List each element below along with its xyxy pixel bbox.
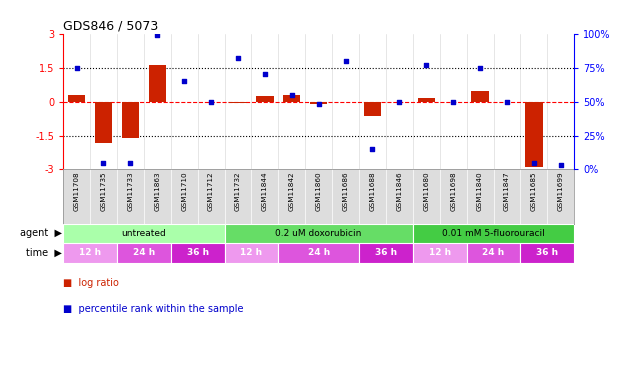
Bar — [63, 243, 117, 262]
Text: GSM11842: GSM11842 — [289, 171, 295, 211]
Point — [475, 64, 485, 70]
Text: 36 h: 36 h — [187, 248, 209, 257]
Bar — [256, 96, 274, 102]
Text: GSM11733: GSM11733 — [127, 171, 133, 211]
Point — [502, 99, 512, 105]
Bar — [466, 243, 521, 262]
Text: GSM11844: GSM11844 — [262, 171, 268, 211]
Text: 12 h: 12 h — [240, 248, 262, 257]
Bar — [148, 65, 166, 102]
Point — [71, 64, 81, 70]
Text: GSM11840: GSM11840 — [477, 171, 483, 211]
Text: 36 h: 36 h — [375, 248, 397, 257]
Text: 0.01 mM 5-fluorouracil: 0.01 mM 5-fluorouracil — [442, 229, 545, 238]
Point — [367, 146, 377, 152]
Point — [341, 58, 351, 64]
Bar — [521, 243, 574, 262]
Text: untreated: untreated — [121, 229, 166, 238]
Text: 0.2 uM doxorubicin: 0.2 uM doxorubicin — [276, 229, 362, 238]
Point — [556, 162, 566, 168]
Bar — [418, 98, 435, 102]
Point — [529, 160, 539, 166]
Text: ■  percentile rank within the sample: ■ percentile rank within the sample — [63, 304, 244, 314]
Bar — [68, 95, 85, 102]
Text: GSM11847: GSM11847 — [504, 171, 510, 211]
Point — [314, 101, 324, 107]
Text: GSM11685: GSM11685 — [531, 171, 537, 211]
Text: GSM11680: GSM11680 — [423, 171, 429, 211]
Text: time  ▶: time ▶ — [26, 248, 62, 258]
Text: GSM11710: GSM11710 — [181, 171, 187, 211]
Text: 24 h: 24 h — [307, 248, 330, 257]
Text: GSM11712: GSM11712 — [208, 171, 214, 211]
Point — [233, 55, 243, 61]
Bar — [359, 243, 413, 262]
Bar — [310, 102, 327, 104]
Point — [179, 78, 189, 84]
Bar — [225, 224, 413, 243]
Text: GSM11686: GSM11686 — [343, 171, 348, 211]
Text: GSM11732: GSM11732 — [235, 171, 241, 211]
Point — [422, 62, 432, 68]
Point — [394, 99, 404, 105]
Point — [126, 160, 136, 166]
Bar — [122, 102, 139, 138]
Text: GSM11735: GSM11735 — [100, 171, 107, 211]
Text: GSM11863: GSM11863 — [154, 171, 160, 211]
Text: GSM11698: GSM11698 — [450, 171, 456, 211]
Text: GSM11860: GSM11860 — [316, 171, 322, 211]
Text: 36 h: 36 h — [536, 248, 558, 257]
Bar — [283, 95, 300, 102]
Text: 12 h: 12 h — [79, 248, 101, 257]
Bar — [471, 92, 489, 102]
Text: 24 h: 24 h — [133, 248, 155, 257]
Text: ■  log ratio: ■ log ratio — [63, 278, 119, 288]
Text: 12 h: 12 h — [428, 248, 451, 257]
Text: GSM11688: GSM11688 — [370, 171, 375, 211]
Text: GDS846 / 5073: GDS846 / 5073 — [63, 20, 158, 33]
Point — [206, 99, 216, 105]
Point — [448, 99, 458, 105]
Bar — [171, 243, 225, 262]
Bar — [363, 102, 381, 116]
Text: agent  ▶: agent ▶ — [20, 228, 62, 238]
Bar — [63, 224, 225, 243]
Point — [260, 72, 270, 78]
Bar — [229, 102, 247, 103]
Point — [152, 32, 162, 38]
Text: GSM11846: GSM11846 — [396, 171, 403, 211]
Bar — [225, 243, 278, 262]
Point — [98, 160, 109, 166]
Bar — [117, 243, 171, 262]
Bar — [413, 243, 466, 262]
Bar — [278, 243, 359, 262]
Bar — [413, 224, 574, 243]
Point — [286, 92, 297, 98]
Bar — [525, 102, 543, 167]
Text: 24 h: 24 h — [482, 248, 505, 257]
Text: GSM11708: GSM11708 — [74, 171, 80, 211]
Bar — [95, 102, 112, 144]
Text: GSM11699: GSM11699 — [558, 171, 563, 211]
